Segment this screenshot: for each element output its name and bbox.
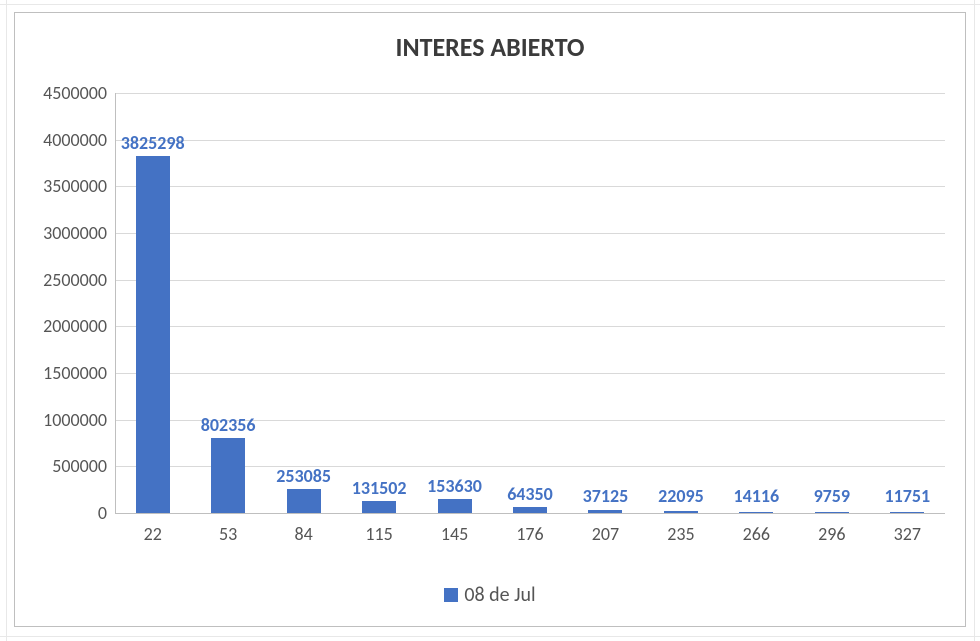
y-axis-line xyxy=(115,93,116,513)
data-label: 22095 xyxy=(658,485,704,507)
data-label: 802356 xyxy=(201,414,256,436)
data-label: 9759 xyxy=(814,485,851,507)
y-axis-label: 4000000 xyxy=(43,129,107,151)
gridline xyxy=(115,93,945,94)
x-axis-label: 266 xyxy=(743,523,770,545)
x-axis-line xyxy=(115,513,945,514)
bar xyxy=(890,512,924,513)
bar xyxy=(362,501,396,513)
y-axis-label: 4500000 xyxy=(43,82,107,104)
gridline xyxy=(115,373,945,374)
y-axis-label: 1500000 xyxy=(43,362,107,384)
bar xyxy=(815,512,849,513)
gridline xyxy=(115,280,945,281)
data-label: 253085 xyxy=(276,465,331,487)
y-axis-label: 0 xyxy=(98,502,107,524)
bar xyxy=(438,499,472,513)
data-label: 153630 xyxy=(427,475,482,497)
plot-area: 0500000100000015000002000000250000030000… xyxy=(115,93,945,513)
chart-frame: INTERES ABIERTO 050000010000001500000200… xyxy=(14,12,966,627)
y-axis-label: 3000000 xyxy=(43,222,107,244)
x-axis-label: 53 xyxy=(219,523,237,545)
x-axis-label: 207 xyxy=(592,523,619,545)
y-axis-label: 500000 xyxy=(52,455,107,477)
bar xyxy=(739,512,773,513)
gridline xyxy=(115,326,945,327)
y-axis-label: 2000000 xyxy=(43,315,107,337)
gridline xyxy=(115,140,945,141)
legend-label: 08 de Jul xyxy=(464,583,535,607)
y-axis-label: 1000000 xyxy=(43,409,107,431)
y-axis-label: 3500000 xyxy=(43,175,107,197)
x-axis-label: 296 xyxy=(818,523,845,545)
data-label: 14116 xyxy=(734,485,780,507)
data-label: 64350 xyxy=(507,483,553,505)
data-label: 11751 xyxy=(884,485,930,507)
x-axis-label: 115 xyxy=(365,523,392,545)
x-axis-label: 176 xyxy=(516,523,543,545)
gridline xyxy=(115,186,945,187)
data-label: 37125 xyxy=(583,485,629,507)
legend-swatch xyxy=(444,588,458,602)
x-axis-label: 327 xyxy=(894,523,921,545)
gridline xyxy=(115,233,945,234)
bar xyxy=(136,156,170,513)
bar xyxy=(588,510,622,513)
data-label: 131502 xyxy=(352,477,407,499)
y-axis-label: 2500000 xyxy=(43,269,107,291)
legend: 08 de Jul xyxy=(15,583,965,607)
x-axis-label: 235 xyxy=(667,523,694,545)
chart-title: INTERES ABIERTO xyxy=(15,31,965,63)
x-axis-label: 22 xyxy=(144,523,162,545)
bar xyxy=(287,489,321,513)
bar xyxy=(513,507,547,513)
bar xyxy=(211,438,245,513)
bar xyxy=(664,511,698,513)
data-label: 3825298 xyxy=(121,132,185,154)
x-axis-label: 145 xyxy=(441,523,468,545)
spreadsheet-area: INTERES ABIERTO 050000010000001500000200… xyxy=(0,0,980,641)
x-axis-label: 84 xyxy=(295,523,313,545)
